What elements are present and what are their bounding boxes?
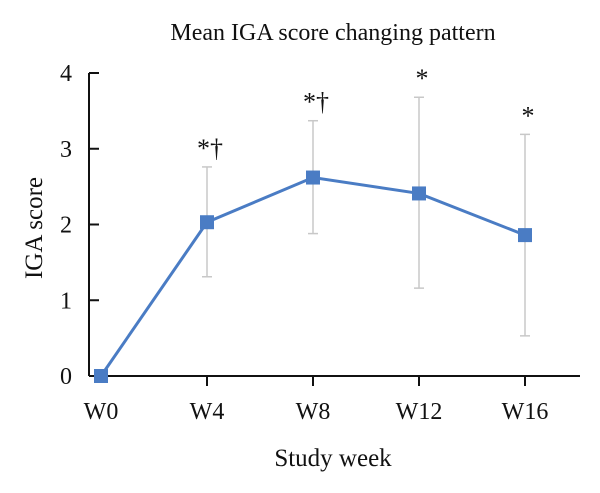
x-tick-label: W12 bbox=[396, 399, 443, 425]
x-tick-label: W0 bbox=[84, 399, 119, 425]
data-point bbox=[306, 170, 320, 185]
chart-title: Mean IGA score changing pattern bbox=[170, 20, 495, 46]
y-tick-label: 0 bbox=[60, 364, 72, 390]
significance-marker: *† bbox=[197, 134, 223, 163]
y-tick-label: 4 bbox=[60, 61, 72, 87]
y-axis-label: IGA score bbox=[21, 177, 48, 279]
significance-marker: * bbox=[416, 64, 429, 93]
x-tick-label: W16 bbox=[502, 399, 549, 425]
significance-marker: *† bbox=[303, 88, 329, 117]
significance-annotations: *† *† * * bbox=[197, 64, 535, 163]
axes: 0 1 2 3 4 W0 W4 W8 W12 W16 bbox=[60, 61, 580, 425]
y-tick-label: 2 bbox=[60, 213, 72, 239]
significance-marker: * bbox=[522, 101, 535, 130]
data-series bbox=[94, 170, 532, 383]
data-point bbox=[200, 215, 214, 230]
data-point bbox=[412, 186, 426, 201]
x-tick-label: W4 bbox=[190, 399, 225, 425]
x-axis-label: Study week bbox=[274, 445, 392, 472]
y-tick-label: 1 bbox=[60, 288, 72, 314]
data-point bbox=[518, 228, 532, 243]
y-tick-label: 3 bbox=[60, 137, 72, 163]
data-point bbox=[94, 369, 108, 383]
x-tick-label: W8 bbox=[296, 399, 331, 425]
